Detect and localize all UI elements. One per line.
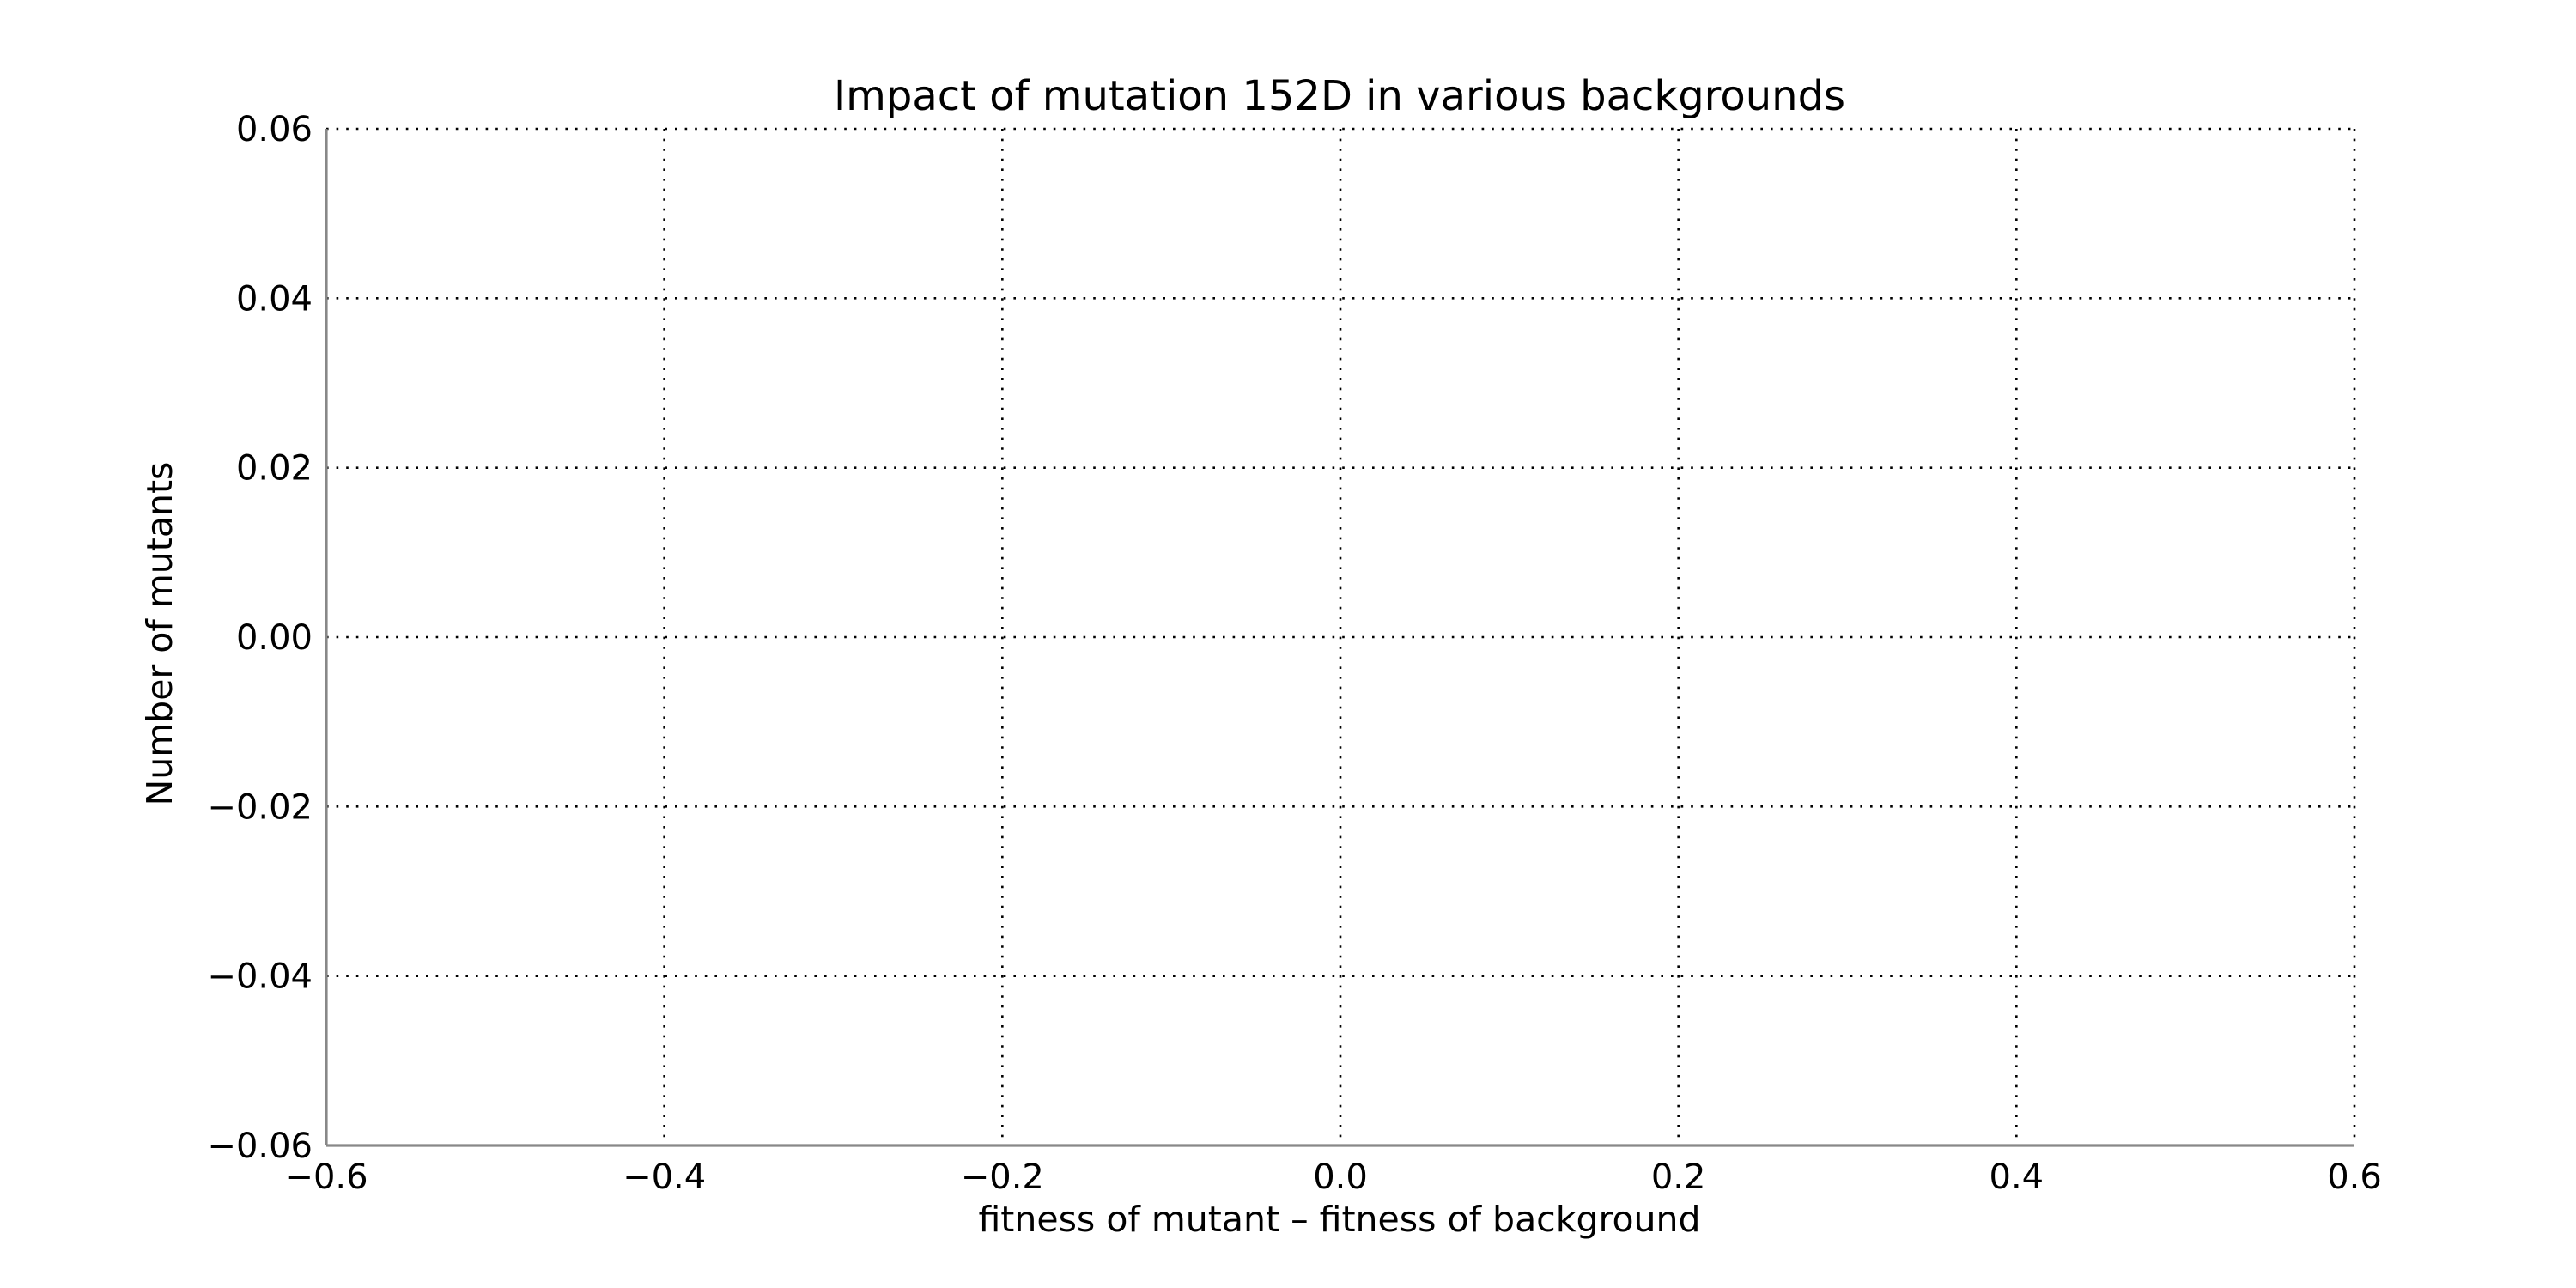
x-tick-label: −0.4 <box>623 1157 706 1197</box>
y-tick-label: 0.02 <box>236 449 313 489</box>
x-tick-label: −0.2 <box>961 1157 1044 1197</box>
chart-title: Impact of mutation 152D in various backg… <box>834 72 1845 120</box>
x-tick-label: −0.6 <box>284 1157 368 1197</box>
y-tick-label: 0.04 <box>236 279 313 319</box>
y-axis-label: Number of mutants <box>139 462 180 806</box>
x-tick-label: 0.0 <box>1313 1157 1368 1197</box>
x-tick-label: 0.6 <box>2327 1157 2382 1197</box>
x-tick-label: 0.4 <box>1990 1157 2044 1197</box>
grid-layer <box>325 127 2356 1147</box>
y-tick-label: −0.02 <box>207 787 313 827</box>
x-tick-labels: −0.6 −0.4 −0.2 0.0 0.2 0.4 0.6 <box>284 1157 2381 1197</box>
x-tick-label: 0.2 <box>1651 1157 1706 1197</box>
axis-spines <box>325 129 2354 1147</box>
y-tick-label: 0.00 <box>236 618 313 658</box>
y-tick-label: −0.06 <box>207 1127 313 1166</box>
y-tick-labels: 0.06 0.04 0.02 0.00 −0.02 −0.04 −0.06 <box>207 110 313 1166</box>
y-tick-label: 0.06 <box>236 110 313 149</box>
y-tick-label: −0.04 <box>207 957 313 997</box>
x-axis-label: fitness of mutant – fitness of backgroun… <box>978 1199 1700 1240</box>
